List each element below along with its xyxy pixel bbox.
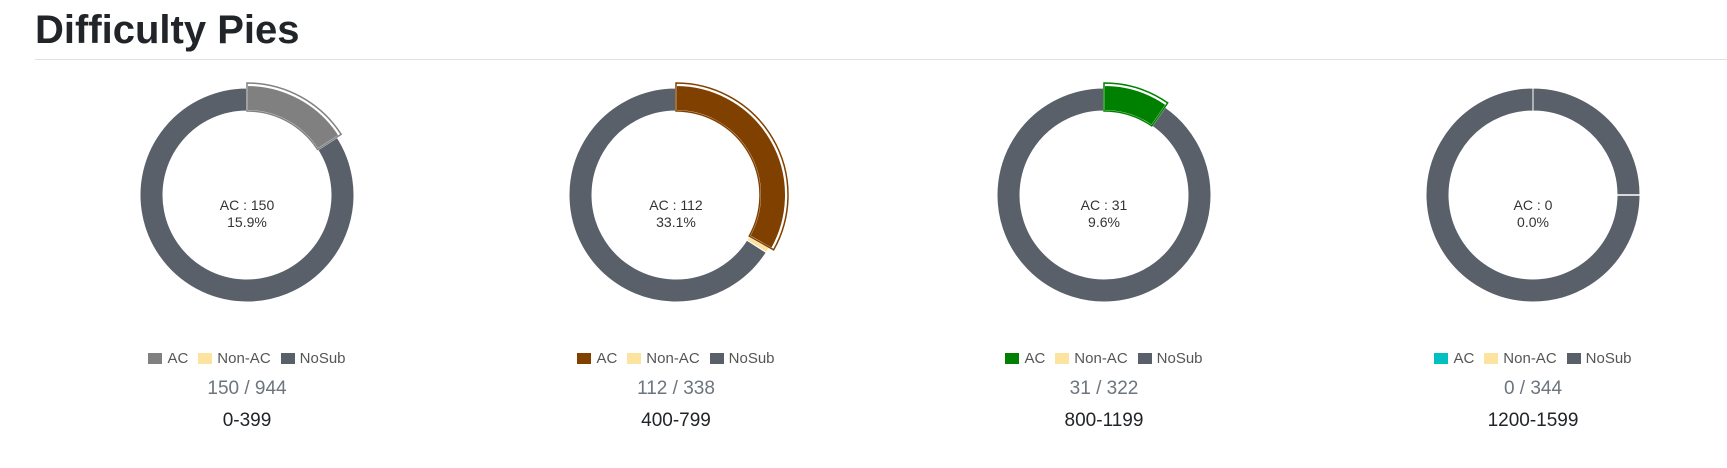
legend-label-ac: AC <box>1453 350 1475 367</box>
legend-label-ac: AC <box>167 350 189 367</box>
legend-item-ac[interactable]: AC <box>148 350 188 367</box>
pie-slice-ac[interactable] <box>246 83 341 151</box>
pie-slice-highlight <box>1103 82 1169 127</box>
legend-label-nonac: Non-AC <box>1074 350 1128 367</box>
title-divider <box>35 59 1727 60</box>
legend-label-nosub: NoSub <box>299 350 346 367</box>
pie-card-3: AC : 0 0.0% AC Non-AC NoSub 0 / 344 1200… <box>1383 87 1683 445</box>
ac-count-label: AC : 31 <box>1081 197 1128 213</box>
legend-swatch-nosub <box>280 353 295 364</box>
legend-swatch-nonac <box>1484 353 1499 364</box>
solved-count: 112 / 338 <box>637 378 715 399</box>
donut-chart: AC : 112 33.1% <box>568 82 789 303</box>
legend-swatch-nosub <box>709 353 724 364</box>
legend-item-nosub[interactable]: NoSub <box>1137 350 1203 367</box>
legend-item-nosub[interactable]: NoSub <box>709 350 775 367</box>
solved-count: 31 / 322 <box>1069 378 1139 399</box>
legend-label-nonac: Non-AC <box>1503 350 1557 367</box>
pie-card-1: AC : 112 33.1% AC Non-AC NoSub 112 / 338… <box>526 82 826 445</box>
pie-slice-nosub[interactable] <box>996 87 1212 303</box>
donut-chart: AC : 0 0.0% <box>1425 87 1641 303</box>
pie-slice-nosub[interactable] <box>1425 87 1641 303</box>
difficulty-range: 400-799 <box>641 410 711 431</box>
legend-item-ac[interactable]: AC <box>1434 350 1474 367</box>
pie-slice-highlight <box>675 82 789 251</box>
ac-count-label: AC : 112 <box>649 197 703 213</box>
page-title: Difficulty Pies <box>35 8 300 52</box>
legend-item-nonac[interactable]: Non-AC <box>627 350 700 367</box>
legend-item-nonac[interactable]: Non-AC <box>198 350 271 367</box>
ac-percent-label: 33.1% <box>656 214 696 230</box>
legend-swatch-nonac <box>1055 353 1070 364</box>
legend: AC Non-AC NoSub <box>526 350 826 367</box>
legend-label-nosub: NoSub <box>728 350 775 367</box>
ac-percent-label: 15.9% <box>227 214 267 230</box>
pie-card-0: AC : 150 15.9% AC Non-AC NoSub 150 / 944… <box>97 82 397 445</box>
pie-slice-ac[interactable] <box>1103 83 1168 128</box>
legend-swatch-ac <box>577 353 592 364</box>
legend-swatch-nonac <box>198 353 213 364</box>
ac-count-label: AC : 0 <box>1514 197 1553 213</box>
legend-item-nosub[interactable]: NoSub <box>1566 350 1632 367</box>
legend-swatch-nonac <box>627 353 642 364</box>
ac-count-label: AC : 150 <box>220 197 275 213</box>
legend-label-nosub: NoSub <box>1585 350 1632 367</box>
legend-swatch-nosub <box>1566 353 1581 364</box>
legend-swatch-ac <box>1005 353 1020 364</box>
solved-count: 0 / 344 <box>1503 378 1563 399</box>
difficulty-range: 0-399 <box>222 410 272 431</box>
legend-label-nonac: Non-AC <box>646 350 700 367</box>
legend-item-ac[interactable]: AC <box>577 350 617 367</box>
legend-swatch-ac <box>148 353 163 364</box>
legend: AC Non-AC NoSub <box>954 350 1254 367</box>
solved-count: 150 / 944 <box>207 378 287 399</box>
legend: AC Non-AC NoSub <box>1383 350 1683 367</box>
difficulty-range: 800-1199 <box>1064 410 1144 431</box>
legend-swatch-nosub <box>1137 353 1152 364</box>
legend-label-ac: AC <box>596 350 618 367</box>
legend: AC Non-AC NoSub <box>97 350 397 367</box>
pie-slice-highlight <box>246 82 343 151</box>
legend-item-ac[interactable]: AC <box>1005 350 1045 367</box>
legend-label-nonac: Non-AC <box>217 350 271 367</box>
legend-label-ac: AC <box>1024 350 1046 367</box>
pie-card-2: AC : 31 9.6% AC Non-AC NoSub 31 / 322 80… <box>954 82 1254 445</box>
legend-swatch-ac <box>1434 353 1449 364</box>
donut-chart: AC : 150 15.9% <box>139 82 355 303</box>
difficulty-range: 1200-1599 <box>1487 410 1579 431</box>
legend-label-nosub: NoSub <box>1156 350 1203 367</box>
ac-percent-label: 0.0% <box>1517 214 1549 230</box>
pie-slice-nosub[interactable] <box>139 87 355 303</box>
donut-chart: AC : 31 9.6% <box>996 82 1212 303</box>
ac-percent-label: 9.6% <box>1088 214 1120 230</box>
legend-item-nonac[interactable]: Non-AC <box>1484 350 1557 367</box>
pie-slice-nosub[interactable] <box>568 87 767 303</box>
legend-item-nonac[interactable]: Non-AC <box>1055 350 1128 367</box>
legend-item-nosub[interactable]: NoSub <box>280 350 346 367</box>
pie-row: AC : 150 15.9% AC Non-AC NoSub 150 / 944… <box>0 82 1727 445</box>
